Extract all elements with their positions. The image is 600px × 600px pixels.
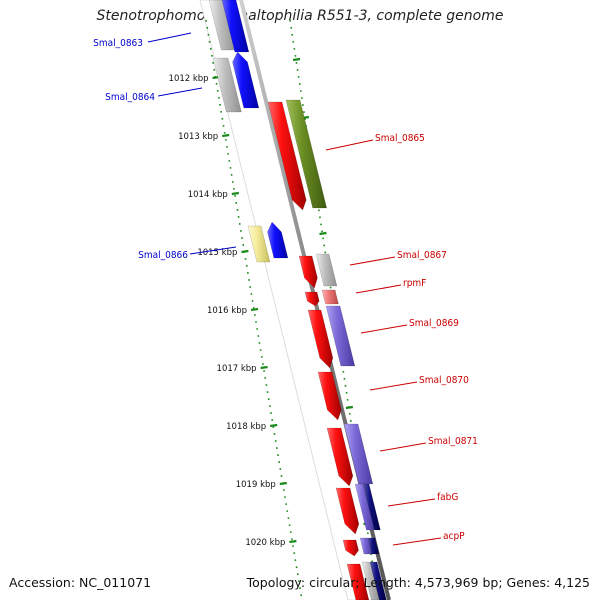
gene-label-smal0867[interactable]: Smal_0867 [397,250,447,261]
cds-smal0864-grey [212,57,242,113]
kbp-tick-label: 1018 kbp [226,422,266,432]
gene-label-leader [360,324,408,334]
kbp-tick-label: 1019 kbp [236,480,276,490]
gene-labels: Smal_0863 Smal_0864 Smal_0865 Smal_0866 Smal… [93,32,478,546]
cds-smal0871-purple [343,423,374,485]
kbp-tick-label: 1013 kbp [178,132,218,142]
cds-smal0865-red [267,101,307,211]
accession-text: Accession: NC_011071 [9,575,152,590]
gene-label-leader [157,87,203,97]
gene-label-leader [379,442,427,452]
gene-features [208,0,387,600]
gene-label-leader [355,284,402,294]
kbp-minor-tick [292,57,301,62]
cds-bottom-navy [369,561,387,600]
topology-length-genes-text: Topology: circular; Length: 4,573,969 bp… [246,575,590,590]
cds-acpp-navy [367,537,380,555]
cds-bottom-grey [361,561,380,600]
kbp-minor-tick [319,231,327,236]
cds-smal0869-purple [325,305,356,367]
cds-rpmf-pink [321,289,339,305]
kbp-tick-label: 1015 kbp [197,248,237,258]
gene-label-fabg[interactable]: fabG [437,492,458,503]
kbp-tick-label: 1016 kbp [207,306,247,316]
gene-label-leader [325,139,374,151]
gene-label-acpp[interactable]: acpP [443,531,465,542]
kbp-tick-mark [222,133,230,138]
cds-smal0869-red [307,309,334,369]
cds-fabg-navy [362,483,381,531]
gene-label-smal0865[interactable]: Smal_0865 [375,133,425,144]
gene-label-smal0869[interactable]: Smal_0869 [409,318,459,329]
cds-smal0867-grey [315,253,338,287]
gene-label-smal0866[interactable]: Smal_0866 [138,250,188,261]
map-title: Stenotrophomonas maltophilia R551-3, com… [96,8,504,24]
gene-label-leader [349,256,396,266]
kbp-tick-label: 1014 kbp [188,190,228,200]
gene-label-smal0863[interactable]: Smal_0863 [93,38,143,49]
kbp-tick-mark [231,191,239,196]
kbp-tick-label: 1017 kbp [217,364,257,374]
kbp-minor-tick [345,405,354,410]
gene-label-smal0864[interactable]: Smal_0864 [105,92,155,103]
cds-smal0870-red [317,371,342,421]
kbp-tick-mark [279,481,287,486]
kbp-tick-mark [260,365,268,370]
gene-label-leader [387,498,436,507]
cds-smal0863-blue [221,0,250,53]
gene-label-rpmf[interactable]: rpmF [403,278,426,289]
kbp-tick-mark [241,249,249,254]
cds-fabg-red [335,487,360,535]
cds-smal0864-blue [232,51,260,109]
kbp-tick-mark [250,307,259,312]
cds-rpmf-red [304,291,320,307]
cds-acpp-red [342,539,359,557]
gene-label-leader [147,32,192,43]
gene-label-smal0870[interactable]: Smal_0870 [419,375,469,386]
kbp-tick-mark [289,539,297,544]
cds-smal0865-olive [285,99,327,209]
gene-label-leader [369,381,418,391]
gene-label-leader [189,246,237,255]
gene-label-smal0871[interactable]: Smal_0871 [428,436,478,447]
kbp-tick-mark [270,423,278,428]
kbp-tick-label: 1020 kbp [245,538,285,548]
cds-smal0866-yellow [247,225,271,263]
kbp-tick-label: 1012 kbp [169,74,209,84]
cds-smal0866-blue [267,221,289,259]
cds-bottom-red [346,563,370,600]
cds-smal0867-red [298,255,318,289]
gene-label-leader [392,537,442,546]
cds-smal0871-red [326,427,354,487]
tick-track-left [205,19,303,600]
